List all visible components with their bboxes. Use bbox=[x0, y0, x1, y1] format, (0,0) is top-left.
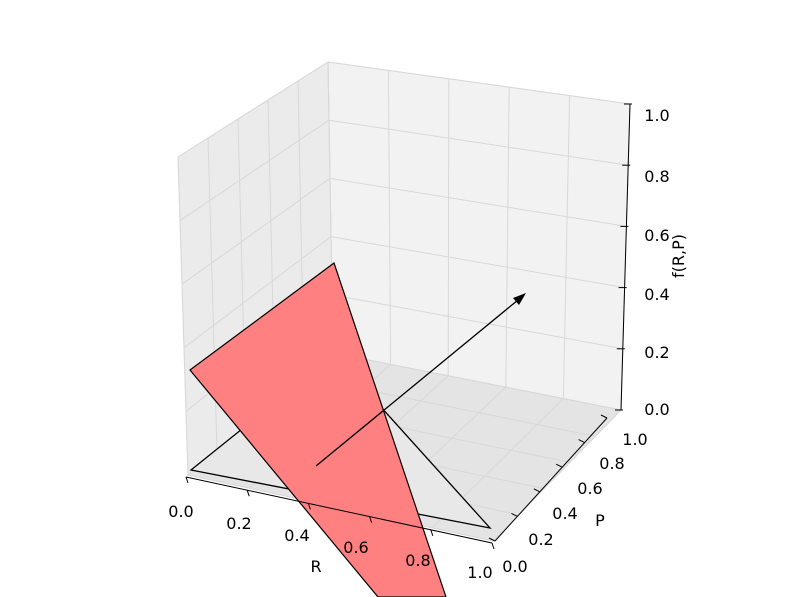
grid-line bbox=[183, 236, 332, 349]
back-pane bbox=[327, 61, 631, 411]
grid-line bbox=[562, 95, 571, 399]
x-tick bbox=[369, 516, 373, 523]
x-axis-label: R bbox=[310, 557, 321, 576]
arrow-head bbox=[513, 293, 526, 305]
grid-line bbox=[328, 119, 629, 166]
z-tick-label: 0.2 bbox=[644, 343, 669, 362]
z-tick-label: 0.4 bbox=[644, 285, 669, 304]
y-axis-label: P bbox=[595, 511, 605, 530]
surface-plane bbox=[189, 262, 447, 597]
y-tick bbox=[488, 537, 496, 542]
y-tick bbox=[555, 463, 563, 468]
y-tick bbox=[578, 439, 585, 444]
grid-line bbox=[447, 78, 450, 376]
y-axis-line bbox=[494, 417, 608, 542]
x-tick-label: 0.6 bbox=[343, 538, 368, 557]
y-tick-label: 0.6 bbox=[577, 479, 602, 498]
grid-line bbox=[181, 177, 331, 285]
normal-arrow-line bbox=[315, 299, 519, 467]
grid-line bbox=[387, 70, 392, 365]
y-tick-label: 0.2 bbox=[528, 530, 553, 549]
x-tick bbox=[307, 503, 311, 510]
x-tick-label: 0.8 bbox=[405, 551, 430, 570]
x-tick bbox=[246, 490, 250, 497]
grid-line bbox=[327, 61, 631, 105]
grid-line bbox=[177, 156, 189, 476]
z-tick-label: 1.0 bbox=[644, 106, 669, 125]
z-tick-label: 0.6 bbox=[644, 226, 669, 245]
x-tick-label: 0.2 bbox=[226, 514, 251, 533]
z-tick-label: 0.0 bbox=[644, 400, 669, 419]
x-tick-label: 1.0 bbox=[467, 563, 492, 582]
x-tick bbox=[430, 529, 434, 536]
y-tick bbox=[511, 512, 518, 517]
y-tick bbox=[533, 488, 541, 493]
grid-line bbox=[505, 87, 510, 388]
y-tick-label: 1.0 bbox=[622, 430, 647, 449]
x-tick-label: 0.4 bbox=[284, 526, 309, 545]
y-tick-label: 0.0 bbox=[502, 557, 527, 576]
grid-line bbox=[179, 119, 330, 222]
x-tick-label: 0.0 bbox=[168, 502, 193, 521]
grid-line bbox=[330, 236, 625, 289]
grid-line bbox=[332, 352, 622, 411]
z-tick-label: 0.8 bbox=[644, 167, 669, 186]
x-tick bbox=[491, 542, 495, 550]
grid-line bbox=[329, 177, 627, 227]
y-tick bbox=[600, 414, 608, 419]
z-axis-line bbox=[620, 103, 631, 411]
x-axis-line bbox=[185, 476, 493, 544]
grid-line bbox=[331, 294, 623, 350]
z-axis-label: f(R,P) bbox=[669, 234, 688, 278]
x-tick bbox=[185, 476, 189, 484]
grid-line bbox=[177, 61, 329, 158]
y-tick-label: 0.4 bbox=[552, 504, 577, 523]
y-tick-label: 0.8 bbox=[599, 454, 624, 473]
axes: 0.00.20.40.60.81.0 0.00.20.40.60.81.00.00… bbox=[168, 103, 670, 582]
